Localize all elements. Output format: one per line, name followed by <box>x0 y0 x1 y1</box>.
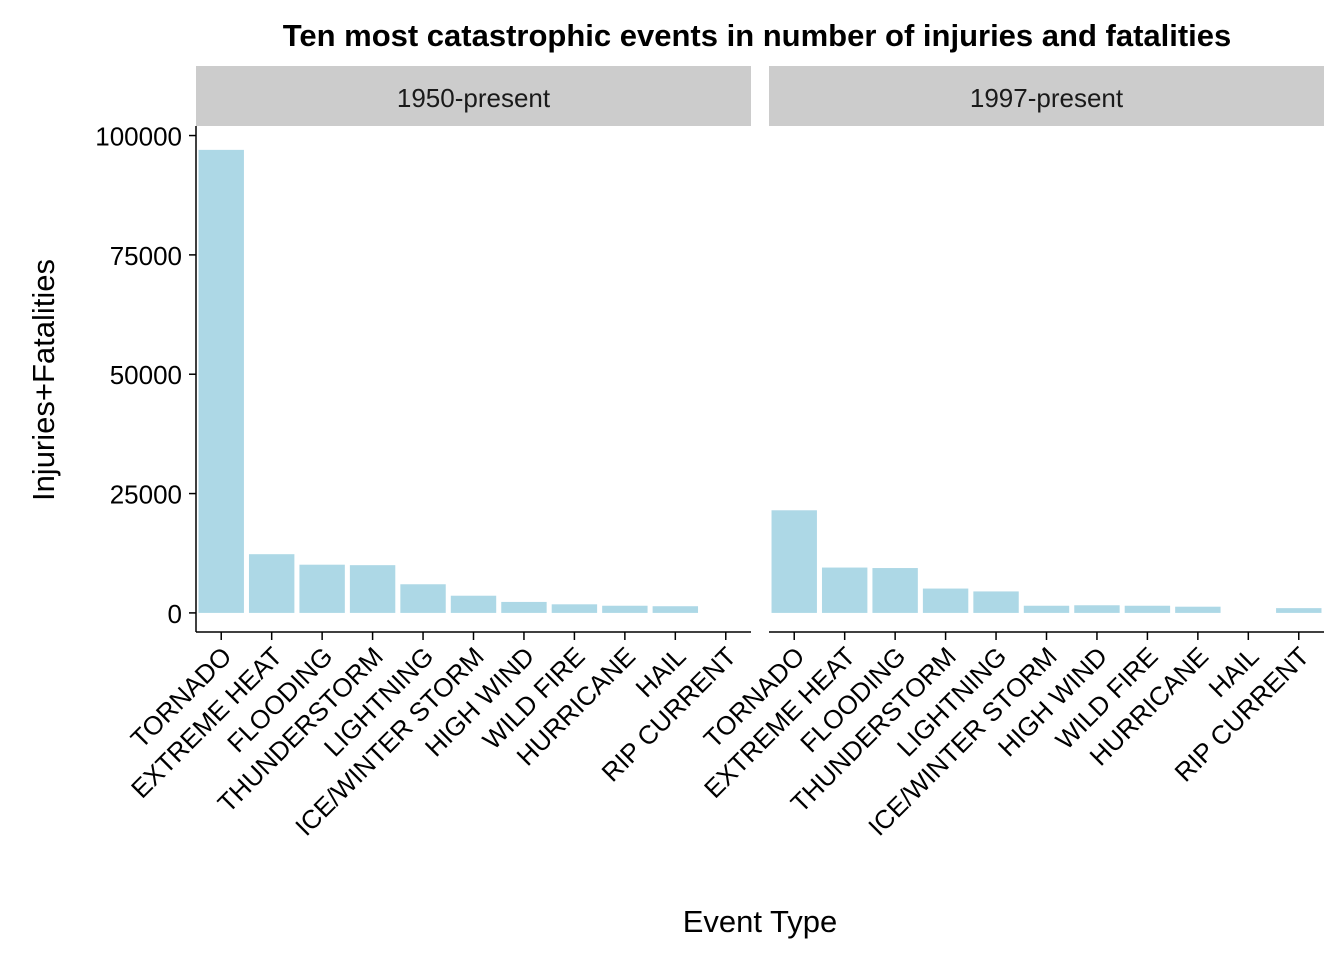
bar <box>198 149 244 613</box>
bar <box>248 554 295 613</box>
y-tick-label: 50000 <box>110 360 182 390</box>
bar <box>1276 608 1322 613</box>
bar <box>821 567 868 613</box>
y-axis-label: Injuries+Fatalities <box>26 259 61 501</box>
bar <box>501 601 547 613</box>
bar <box>771 510 817 613</box>
bar <box>299 564 345 613</box>
y-tick-label: 25000 <box>110 480 182 510</box>
bar <box>1074 605 1120 613</box>
bar <box>922 588 969 613</box>
plot-layer: 0 25000 50000 75000 1000001950-presentTORNAD… <box>95 66 1324 842</box>
x-axis-label: Event Type <box>683 904 838 939</box>
bar <box>1175 606 1221 613</box>
bar <box>1124 605 1171 613</box>
bar <box>551 604 598 613</box>
facet-strip-label: 1950-present <box>397 83 551 113</box>
facet-strip <box>769 66 1324 126</box>
bar <box>652 606 699 613</box>
y-tick-label: 75000 <box>110 241 182 271</box>
facet-strip-label: 1997-present <box>970 83 1124 113</box>
bar <box>400 584 446 613</box>
bar <box>973 591 1019 613</box>
bar <box>450 595 497 613</box>
bar <box>1023 605 1070 613</box>
bar <box>349 565 396 613</box>
y-tick-label: 0 <box>168 599 182 629</box>
bar <box>872 568 918 613</box>
bar <box>602 605 648 613</box>
chart-title: Ten most catastrophic events in number o… <box>283 18 1232 53</box>
y-tick-label: 100000 <box>95 122 182 152</box>
facet-strip <box>196 66 751 126</box>
